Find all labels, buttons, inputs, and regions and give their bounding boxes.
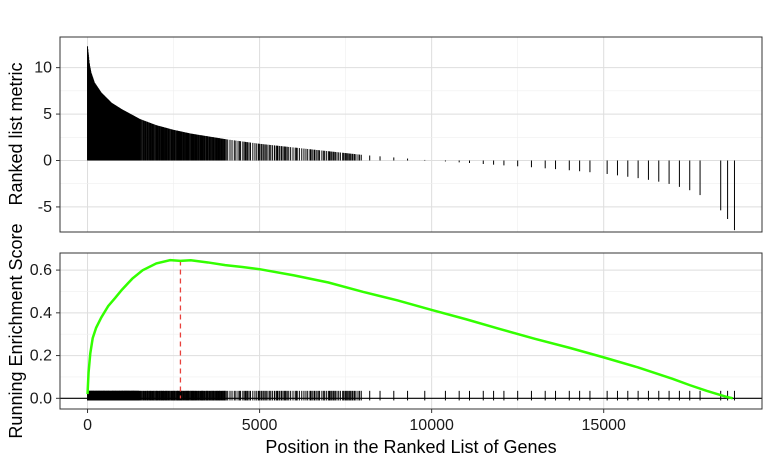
x-tick-label: 15000 xyxy=(581,417,626,434)
enrichment-y-tick-label: 0.2 xyxy=(30,348,52,365)
enrichment-panel-background xyxy=(60,253,762,409)
x-axis-label: Position in the Ranked List of Genes xyxy=(265,437,556,457)
enrichment-panel-border xyxy=(59,252,763,410)
enrichment-y-tick-label: 0.0 xyxy=(30,390,52,407)
enrichment-y-tick-label: 0.6 xyxy=(30,262,52,279)
running-enrichment-line xyxy=(86,258,734,400)
x-tick-label: 5000 xyxy=(242,417,278,434)
metric-y-tick-label: -5 xyxy=(38,199,52,216)
metric-y-axis: -5 0 5 10 xyxy=(34,60,60,216)
enrichment-y-axis-label: Running Enrichment Score xyxy=(6,223,26,438)
metric-y-tick-label: 10 xyxy=(34,60,52,77)
x-tick-label: 10000 xyxy=(409,417,454,434)
metric-y-axis-label: Ranked list metric xyxy=(6,62,26,205)
metric-bars xyxy=(87,46,735,231)
metric-panel-border xyxy=(59,36,763,233)
x-tick-label: 0 xyxy=(83,417,92,434)
metric-y-tick-label: 5 xyxy=(43,106,52,123)
enrichment-x-axis: 0 5000 10000 15000 xyxy=(83,409,626,434)
enrichment-panel: 0.0 0.2 0.4 0.6 0 5000 10000 15000 Running Enr… xyxy=(6,223,763,457)
enrichment-y-axis: 0.0 0.2 0.4 0.6 xyxy=(30,262,60,407)
metric-panel-grid xyxy=(60,37,762,232)
metric-y-tick-label: 0 xyxy=(43,153,52,170)
metric-panel: -5 0 5 10 Ranked list metric xyxy=(6,36,763,233)
enrichment-y-tick-label: 0.4 xyxy=(30,305,52,322)
